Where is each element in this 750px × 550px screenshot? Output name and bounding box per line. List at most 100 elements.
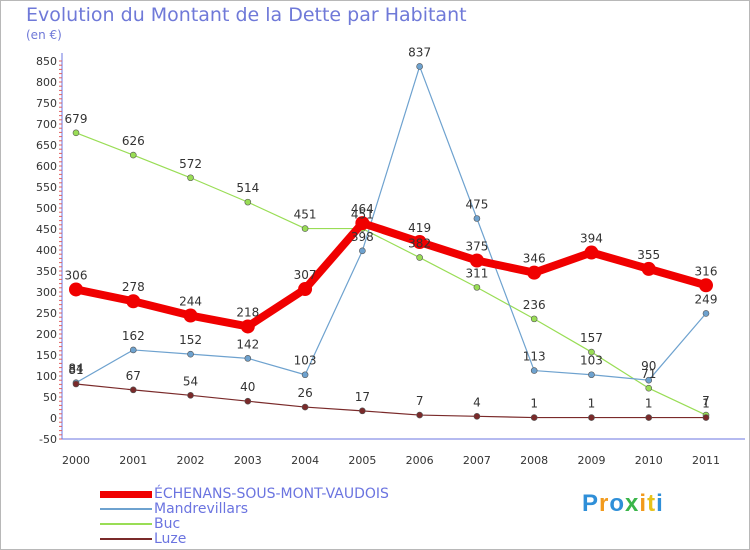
legend-label-mandrevillars: Mandrevillars xyxy=(154,501,249,517)
data-label: 157 xyxy=(580,331,603,345)
x-tick-label: 2005 xyxy=(348,454,376,467)
data-label: 142 xyxy=(236,337,259,351)
data-point xyxy=(416,411,423,419)
data-label: 451 xyxy=(351,208,374,222)
logo-letter: o xyxy=(609,490,626,517)
x-tick-label: 2000 xyxy=(62,454,90,467)
data-point xyxy=(416,254,423,261)
data-label: 1 xyxy=(530,397,538,411)
data-point xyxy=(359,247,366,255)
y-tick-label: 300 xyxy=(36,286,57,299)
data-label: 152 xyxy=(179,333,202,347)
data-point xyxy=(530,414,538,421)
x-tick-label: 2004 xyxy=(291,454,319,467)
logo-letter: i xyxy=(639,490,648,517)
chart-title: Evolution du Montant de la Dette par Hab… xyxy=(26,4,467,26)
data-label: 17 xyxy=(355,390,370,404)
y-tick-label: 50 xyxy=(43,391,57,404)
y-tick-label: 200 xyxy=(36,328,57,341)
legend-label-buc: Buc xyxy=(154,516,181,532)
data-label: 103 xyxy=(580,354,603,368)
data-label: 572 xyxy=(179,157,202,171)
data-point xyxy=(584,245,599,260)
data-point xyxy=(244,198,252,206)
data-label: 40 xyxy=(240,380,255,394)
data-label: 103 xyxy=(294,354,317,368)
y-tick-label: 600 xyxy=(36,160,57,173)
data-point xyxy=(183,308,198,323)
data-label: 26 xyxy=(297,386,312,400)
data-label: 218 xyxy=(236,305,259,319)
data-label: 307 xyxy=(294,268,317,282)
data-point xyxy=(416,63,423,70)
legend-swatch-luze xyxy=(100,538,152,540)
data-point xyxy=(645,414,653,421)
data-point xyxy=(359,407,366,415)
logo-letter: x xyxy=(625,490,640,517)
data-label: 1 xyxy=(702,397,710,411)
x-tick-label: 2007 xyxy=(463,454,491,467)
data-point xyxy=(298,282,313,297)
x-tick-label: 2003 xyxy=(234,454,262,467)
x-tick-label: 2006 xyxy=(406,454,434,467)
data-point xyxy=(129,346,137,354)
data-label: 375 xyxy=(465,240,488,254)
x-tick-label: 2009 xyxy=(577,454,605,467)
x-tick-label: 2002 xyxy=(177,454,205,467)
data-point xyxy=(187,350,194,358)
x-tick-label: 2001 xyxy=(119,454,147,467)
data-label: 71 xyxy=(641,367,656,381)
data-point xyxy=(699,278,713,293)
data-point xyxy=(129,386,137,394)
data-label: 81 xyxy=(68,363,83,377)
y-tick-label: 450 xyxy=(36,223,57,236)
y-tick-label: 0 xyxy=(50,412,57,425)
data-label: 311 xyxy=(465,266,488,280)
data-point xyxy=(527,265,542,280)
legend-swatch-mandrevillars xyxy=(100,508,152,510)
y-tick-label: 150 xyxy=(36,349,57,362)
data-label: 316 xyxy=(695,264,718,278)
y-tick-label: -50 xyxy=(39,433,57,446)
y-tick-label: 250 xyxy=(36,307,57,320)
data-label: 398 xyxy=(351,230,374,244)
data-point xyxy=(187,174,194,182)
data-label: 244 xyxy=(179,295,202,309)
data-point xyxy=(355,216,370,231)
y-tick-label: 400 xyxy=(36,244,57,257)
data-label: 514 xyxy=(236,181,259,195)
series-line xyxy=(75,132,707,416)
data-label: 306 xyxy=(65,268,88,282)
data-point xyxy=(473,284,481,291)
data-point xyxy=(69,282,83,297)
legend-item-echenans: ÉCHENANS-SOUS-MONT-VAUDOIS xyxy=(100,486,460,502)
data-point xyxy=(645,376,653,384)
y-tick-label: 100 xyxy=(36,370,57,383)
data-label: 346 xyxy=(523,252,546,266)
data-point xyxy=(244,397,252,405)
data-point xyxy=(473,413,481,420)
y-tick-label: 800 xyxy=(36,76,57,89)
data-point xyxy=(301,225,309,232)
data-label: 1 xyxy=(588,397,596,411)
proxiti-logo: Proxiti xyxy=(582,490,664,518)
series-line xyxy=(75,65,707,384)
legend-item-mandrevillars: Mandrevillars xyxy=(100,501,460,517)
data-label: 837 xyxy=(408,45,431,59)
data-label: 249 xyxy=(695,292,718,306)
data-point xyxy=(473,215,481,222)
data-point xyxy=(72,380,80,388)
data-label: 7 xyxy=(416,394,424,408)
data-point xyxy=(72,129,80,137)
legend-item-luze: Luze xyxy=(100,531,460,547)
series-line xyxy=(75,219,708,331)
data-label: 113 xyxy=(523,350,546,364)
data-label: 90 xyxy=(641,359,656,373)
data-point xyxy=(588,348,595,356)
data-point xyxy=(645,384,653,392)
y-tick-label: 500 xyxy=(36,202,57,215)
data-point xyxy=(244,355,252,362)
y-tick-label: 350 xyxy=(36,265,57,278)
